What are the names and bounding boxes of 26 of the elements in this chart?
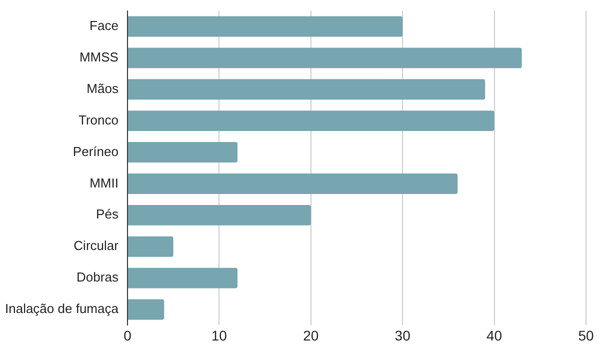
bar: [128, 204, 311, 226]
bar: [128, 236, 174, 257]
y-tick-label: Tronco: [78, 112, 118, 128]
y-tick-label: Pés: [96, 206, 119, 222]
y-tick-label: Dobras: [76, 270, 119, 285]
bar: [128, 268, 238, 288]
y-tick-label: MMII: [90, 175, 118, 190]
bar: [128, 79, 486, 100]
x-tick-label: 0: [124, 327, 132, 344]
y-tick-label: MMSS: [79, 50, 119, 65]
y-tick-label: Inalação de fumaça: [4, 301, 120, 316]
bar: [128, 16, 403, 37]
x-tick-label: 50: [578, 327, 594, 344]
y-tick-label: Períneo: [72, 144, 118, 159]
bar: [128, 110, 494, 132]
x-tick-label: 40: [486, 327, 502, 344]
x-tick-label: 30: [394, 327, 411, 344]
bar: [128, 299, 164, 320]
y-tick-label: Circular: [74, 238, 120, 254]
y-tick-label: Mãos: [86, 80, 119, 96]
y-tick-label: Face: [90, 18, 118, 34]
bar: [128, 48, 522, 68]
x-tick-label: 10: [211, 327, 228, 344]
x-tick-label: 20: [303, 327, 319, 344]
bar: [128, 142, 238, 162]
bar: [128, 174, 458, 194]
